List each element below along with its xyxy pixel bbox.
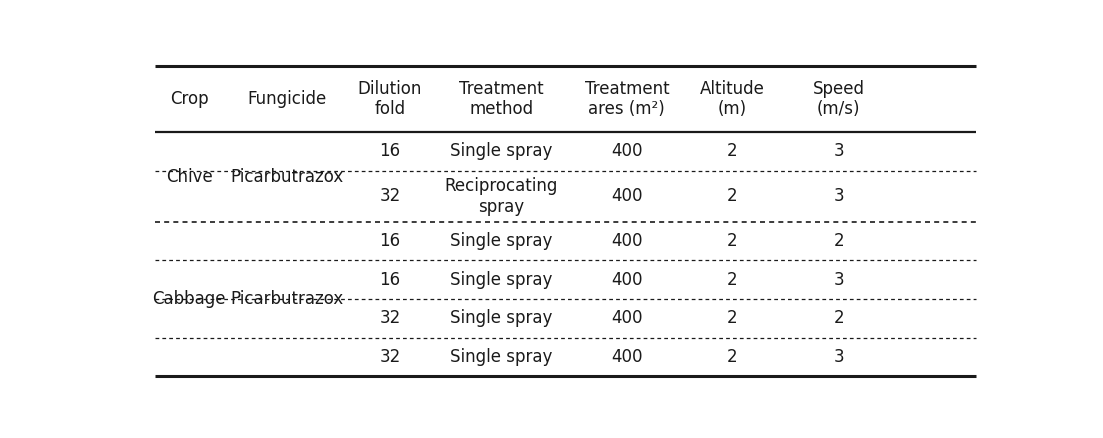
Text: Fungicide: Fungicide [248, 90, 328, 108]
Text: Single spray: Single spray [450, 348, 553, 366]
Text: 400: 400 [611, 348, 643, 366]
Text: Dilution
fold: Dilution fold [357, 80, 422, 118]
Text: 32: 32 [379, 187, 400, 205]
Text: 2: 2 [727, 232, 737, 250]
Text: Cabbage: Cabbage [152, 290, 226, 308]
Text: Picarbutrazox: Picarbutrazox [231, 168, 344, 186]
Text: 3: 3 [834, 348, 844, 366]
Text: 2: 2 [727, 348, 737, 366]
Text: 2: 2 [834, 232, 844, 250]
Text: 400: 400 [611, 309, 643, 327]
Text: 16: 16 [379, 271, 400, 289]
Text: 16: 16 [379, 142, 400, 160]
Text: 2: 2 [727, 309, 737, 327]
Text: Single spray: Single spray [450, 232, 553, 250]
Text: 400: 400 [611, 187, 643, 205]
Text: Picarbutrazox: Picarbutrazox [231, 290, 344, 308]
Text: Reciprocating
spray: Reciprocating spray [445, 177, 558, 215]
Text: 3: 3 [834, 271, 844, 289]
Text: 32: 32 [379, 348, 400, 366]
Text: Altitude
(m): Altitude (m) [699, 80, 764, 118]
Text: 400: 400 [611, 271, 643, 289]
Text: Speed
(m/s): Speed (m/s) [813, 80, 865, 118]
Text: Treatment
method: Treatment method [459, 80, 544, 118]
Text: 2: 2 [727, 187, 737, 205]
Text: 32: 32 [379, 309, 400, 327]
Text: Treatment
ares (m²): Treatment ares (m²) [585, 80, 670, 118]
Text: 3: 3 [834, 142, 844, 160]
Text: 400: 400 [611, 142, 643, 160]
Text: 16: 16 [379, 232, 400, 250]
Text: Crop: Crop [170, 90, 208, 108]
Text: 400: 400 [611, 232, 643, 250]
Text: 3: 3 [834, 187, 844, 205]
Text: Single spray: Single spray [450, 309, 553, 327]
Text: Chive: Chive [165, 168, 213, 186]
Text: 2: 2 [727, 271, 737, 289]
Text: 2: 2 [727, 142, 737, 160]
Text: 2: 2 [834, 309, 844, 327]
Text: Single spray: Single spray [450, 271, 553, 289]
Text: Single spray: Single spray [450, 142, 553, 160]
